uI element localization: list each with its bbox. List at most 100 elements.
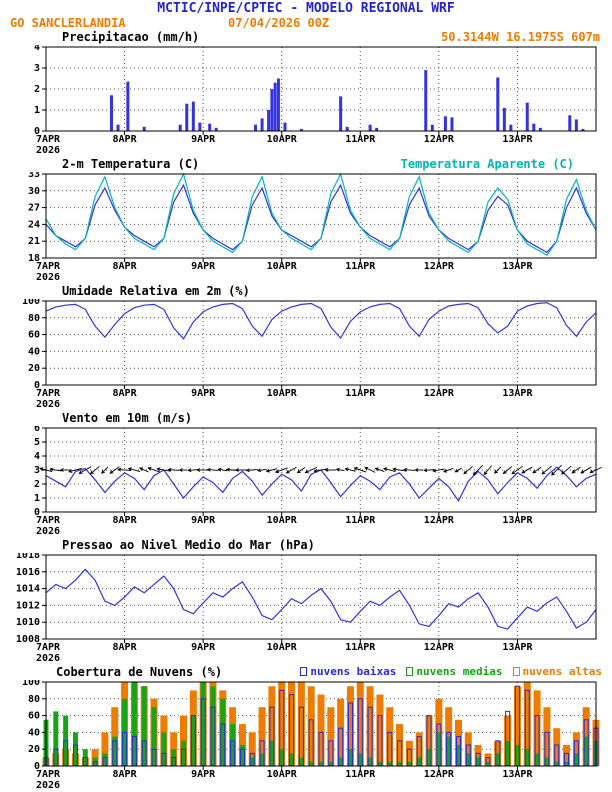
svg-text:24: 24 <box>28 219 40 230</box>
pressure-title-row: Pressao ao Nivel Medio do Mar (hPa) <box>0 538 612 553</box>
svg-text:100: 100 <box>22 680 40 688</box>
svg-text:12APR: 12APR <box>424 769 455 780</box>
panel-pressure: Pressao ao Nivel Medio do Mar (hPa) 1008… <box>0 538 612 665</box>
svg-text:13APR: 13APR <box>502 769 533 780</box>
svg-text:60: 60 <box>28 711 40 722</box>
legend-nuvens-baixas: nuvens baixas <box>300 665 396 678</box>
svg-text:9APR: 9APR <box>191 134 216 145</box>
precipitation-title-row: Precipitacao (mm/h) 50.3144W 16.1975S 60… <box>0 30 612 45</box>
svg-text:12APR: 12APR <box>424 261 455 272</box>
svg-text:40: 40 <box>28 346 40 357</box>
precipitation-title: Precipitacao (mm/h) <box>62 30 200 44</box>
svg-text:21: 21 <box>28 236 40 247</box>
nuvens-altas-swatch-icon <box>512 667 520 676</box>
svg-text:2: 2 <box>34 84 40 95</box>
legend-nuvens-altas: nuvens altas <box>512 665 602 678</box>
panel-temperature: 2-m Temperatura (C) Temperatura Aparente… <box>0 157 612 284</box>
nuvens-baixas-swatch-icon <box>300 667 308 676</box>
svg-text:5: 5 <box>34 437 40 448</box>
nuvens-medias-swatch-icon <box>406 667 414 676</box>
svg-text:1014: 1014 <box>16 584 40 595</box>
svg-text:27: 27 <box>28 203 40 214</box>
svg-text:1018: 1018 <box>16 553 40 561</box>
svg-text:2026: 2026 <box>36 780 60 791</box>
svg-text:8APR: 8APR <box>113 134 138 145</box>
svg-text:9APR: 9APR <box>191 261 216 272</box>
humidity-title: Umidade Relativa em 2m (%) <box>62 284 250 298</box>
svg-text:18: 18 <box>28 253 40 264</box>
header: MCTIC/INPE/CPTEC - MODELO REGIONAL WRF G… <box>0 0 612 31</box>
svg-text:11APR: 11APR <box>345 642 376 653</box>
svg-text:1010: 1010 <box>16 617 40 628</box>
svg-text:33: 33 <box>28 172 40 180</box>
svg-text:13APR: 13APR <box>502 134 533 145</box>
panel-cloud-cover: Cobertura de Nuvens (%) nuvens baixas nu… <box>0 665 612 792</box>
svg-text:2: 2 <box>34 479 40 490</box>
svg-text:11APR: 11APR <box>345 515 376 526</box>
pressure-chart: 1008 1010 1012 1014 1016 1018 8APR 9APR 10APR 11A… <box>16 553 597 664</box>
svg-text:13APR: 13APR <box>502 642 533 653</box>
apparent-temperature-label: Temperatura Aparente (C) <box>400 157 574 171</box>
svg-text:11APR: 11APR <box>345 769 376 780</box>
svg-text:4: 4 <box>34 451 40 462</box>
humidity-chart: 0 20 40 60 80 100 8APR 9APR 10APR 11APR 12APR 13APR… <box>22 299 597 410</box>
svg-text:9APR: 9APR <box>191 515 216 526</box>
wind-title: Vento em 10m (m/s) <box>62 411 193 425</box>
svg-text:80: 80 <box>28 313 40 324</box>
svg-text:4: 4 <box>34 45 40 53</box>
pressure-title: Pressao ao Nivel Medio do Mar (hPa) <box>62 538 315 552</box>
svg-text:10APR: 10APR <box>267 515 298 526</box>
svg-text:7APR: 7APR <box>36 642 61 653</box>
nuvens-medias-label: nuvens medias <box>416 665 503 678</box>
svg-text:13APR: 13APR <box>502 388 533 399</box>
svg-text:1012: 1012 <box>16 600 40 611</box>
svg-text:9APR: 9APR <box>191 642 216 653</box>
panel-wind: Vento em 10m (m/s) 0 1 2 3 4 5 6 8APR 9APR 10APR 1… <box>0 411 612 538</box>
svg-text:3: 3 <box>34 465 40 476</box>
svg-text:13APR: 13APR <box>502 515 533 526</box>
svg-text:20: 20 <box>28 744 40 755</box>
svg-text:80: 80 <box>28 694 40 705</box>
svg-text:8APR: 8APR <box>113 388 138 399</box>
svg-text:7APR: 7APR <box>36 388 61 399</box>
svg-text:11APR: 11APR <box>345 261 376 272</box>
cloud-cover-title-row: Cobertura de Nuvens (%) nuvens baixas nu… <box>0 665 612 680</box>
header-subrow: GO SANCLERLANDIA 07/04/2026 00Z <box>0 16 612 30</box>
svg-text:13APR: 13APR <box>502 261 533 272</box>
svg-text:7APR: 7APR <box>36 261 61 272</box>
svg-text:40: 40 <box>28 727 40 738</box>
nuvens-baixas-label: nuvens baixas <box>310 665 397 678</box>
cloud-cover-title: Cobertura de Nuvens (%) <box>56 665 223 679</box>
page-title: MCTIC/INPE/CPTEC - MODELO REGIONAL WRF <box>157 1 455 16</box>
svg-text:2026: 2026 <box>36 526 60 537</box>
svg-text:10APR: 10APR <box>267 134 298 145</box>
svg-text:1008: 1008 <box>16 634 40 645</box>
run-datetime-label: 07/04/2026 00Z <box>228 16 330 30</box>
svg-text:2026: 2026 <box>36 399 60 410</box>
svg-text:100: 100 <box>22 299 40 307</box>
svg-text:2026: 2026 <box>36 272 60 283</box>
svg-text:12APR: 12APR <box>424 388 455 399</box>
svg-text:1: 1 <box>34 105 40 116</box>
svg-text:2026: 2026 <box>36 653 60 664</box>
svg-text:12APR: 12APR <box>424 515 455 526</box>
humidity-title-row: Umidade Relativa em 2m (%) <box>0 284 612 299</box>
svg-text:8APR: 8APR <box>113 769 138 780</box>
svg-text:6: 6 <box>34 426 40 434</box>
svg-text:7APR: 7APR <box>36 769 61 780</box>
svg-text:10APR: 10APR <box>267 769 298 780</box>
svg-text:7APR: 7APR <box>36 515 61 526</box>
precipitation-chart: 0 1 2 3 4 8APR 9APR 10APR 11APR 12APR 13APR 7APR202… <box>34 45 597 156</box>
svg-text:10APR: 10APR <box>267 642 298 653</box>
cloud-cover-chart: 0 20 40 60 80 100 8APR 9APR 10APR 11APR 12APR 13APR… <box>22 680 600 791</box>
station-label: GO SANCLERLANDIA <box>10 16 126 30</box>
svg-text:0: 0 <box>34 761 40 772</box>
svg-text:1016: 1016 <box>16 567 40 578</box>
svg-text:10APR: 10APR <box>267 388 298 399</box>
location-label: 50.3144W 16.1975S 607m <box>441 30 600 44</box>
svg-text:8APR: 8APR <box>113 642 138 653</box>
svg-text:1: 1 <box>34 493 40 504</box>
svg-text:11APR: 11APR <box>345 134 376 145</box>
svg-text:9APR: 9APR <box>191 769 216 780</box>
svg-text:10APR: 10APR <box>267 261 298 272</box>
